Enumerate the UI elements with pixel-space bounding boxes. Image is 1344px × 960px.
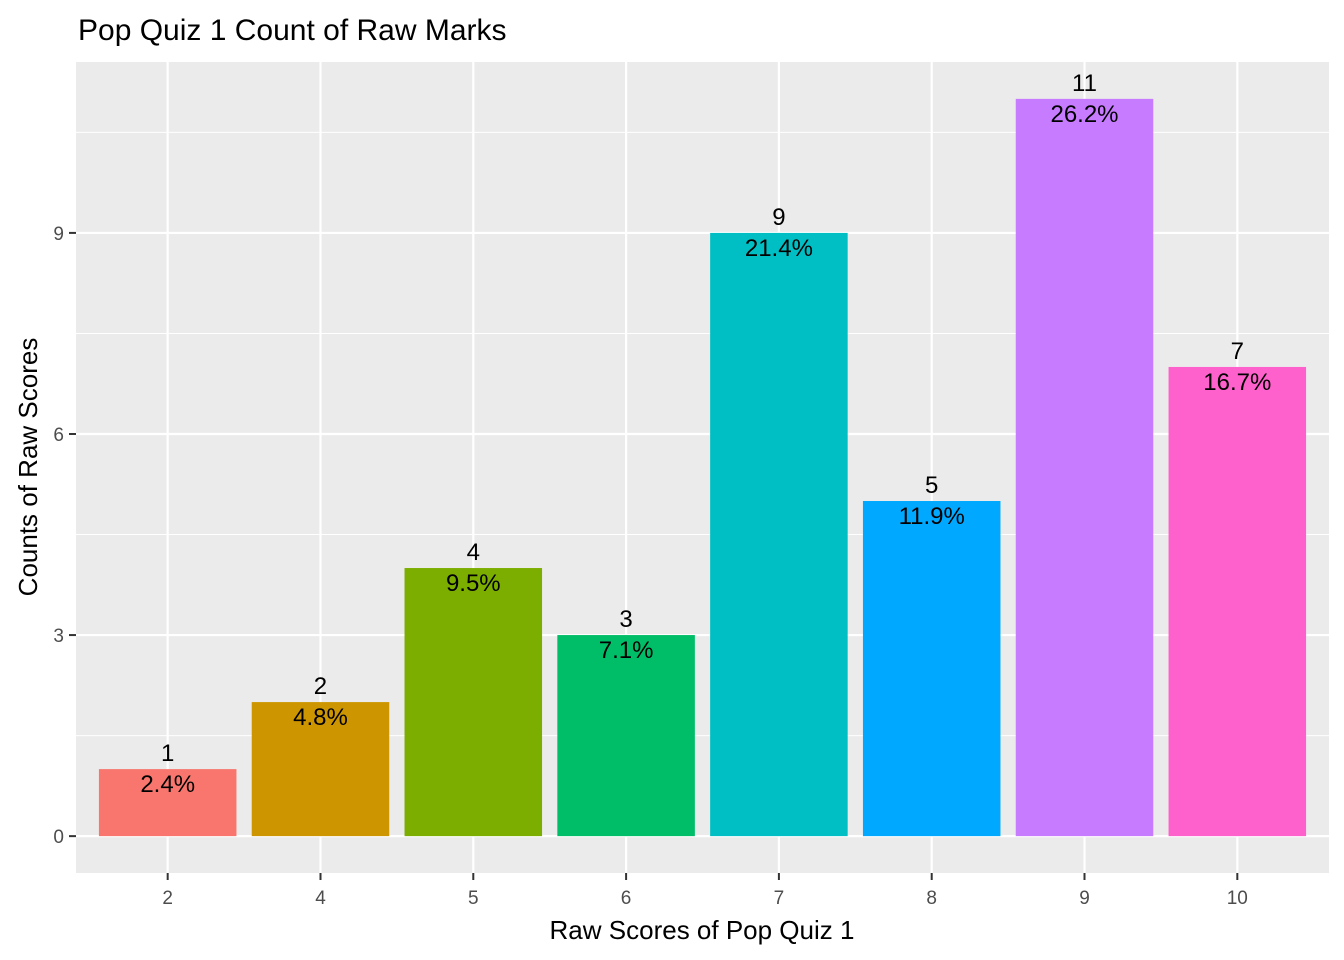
count-label: 9 bbox=[772, 204, 785, 231]
percent-label: 9.5% bbox=[446, 570, 501, 597]
x-tick-label: 8 bbox=[926, 888, 937, 909]
y-axis: 0 3 6 9 bbox=[53, 224, 76, 848]
percent-label: 21.4% bbox=[745, 235, 813, 262]
y-tick-label: 9 bbox=[53, 224, 64, 245]
x-tick-label: 6 bbox=[621, 888, 632, 909]
count-label: 4 bbox=[467, 539, 480, 566]
x-axis-title: Raw Scores of Pop Quiz 1 bbox=[550, 915, 855, 945]
x-tick-label: 5 bbox=[468, 888, 479, 909]
chart-title: Pop Quiz 1 Count of Raw Marks bbox=[78, 14, 507, 47]
count-label: 2 bbox=[314, 673, 327, 700]
count-label: 7 bbox=[1231, 338, 1244, 365]
percent-label: 2.4% bbox=[140, 771, 195, 798]
percent-label: 16.7% bbox=[1203, 369, 1271, 396]
y-tick-label: 6 bbox=[53, 425, 64, 446]
y-tick-label: 0 bbox=[53, 827, 64, 848]
bar-2 bbox=[98, 769, 237, 837]
bar-9 bbox=[1015, 98, 1154, 837]
percent-label: 11.9% bbox=[899, 503, 965, 530]
data-labels: 1 2.4% 2 4.8% 4 9.5% 3 7.1% 9 21.4% 5 11.9% 11 26.2% 7… bbox=[140, 70, 1271, 798]
count-label: 1 bbox=[161, 740, 174, 767]
y-tick-label: 3 bbox=[53, 626, 64, 647]
y-axis-title: Counts of Raw Scores bbox=[13, 338, 43, 597]
bars bbox=[98, 98, 1307, 837]
x-tick-label: 4 bbox=[315, 888, 326, 909]
bar-7 bbox=[710, 232, 848, 837]
count-label: 11 bbox=[1072, 70, 1097, 97]
bar-5 bbox=[404, 568, 543, 837]
count-label: 5 bbox=[925, 472, 938, 499]
percent-label: 26.2% bbox=[1050, 101, 1118, 128]
bar-8 bbox=[862, 501, 1001, 837]
x-tick-label: 9 bbox=[1079, 888, 1090, 909]
x-tick-label: 2 bbox=[162, 888, 173, 909]
x-tick-label: 7 bbox=[774, 888, 785, 909]
bar-6 bbox=[557, 635, 695, 837]
x-axis: 2 4 5 6 7 8 9 10 bbox=[162, 873, 1248, 909]
count-label: 3 bbox=[619, 606, 632, 633]
bar-10 bbox=[1168, 366, 1307, 837]
bar-4 bbox=[251, 702, 390, 837]
percent-label: 4.8% bbox=[293, 704, 348, 731]
x-tick-label: 10 bbox=[1227, 888, 1248, 909]
percent-label: 7.1% bbox=[599, 637, 654, 664]
